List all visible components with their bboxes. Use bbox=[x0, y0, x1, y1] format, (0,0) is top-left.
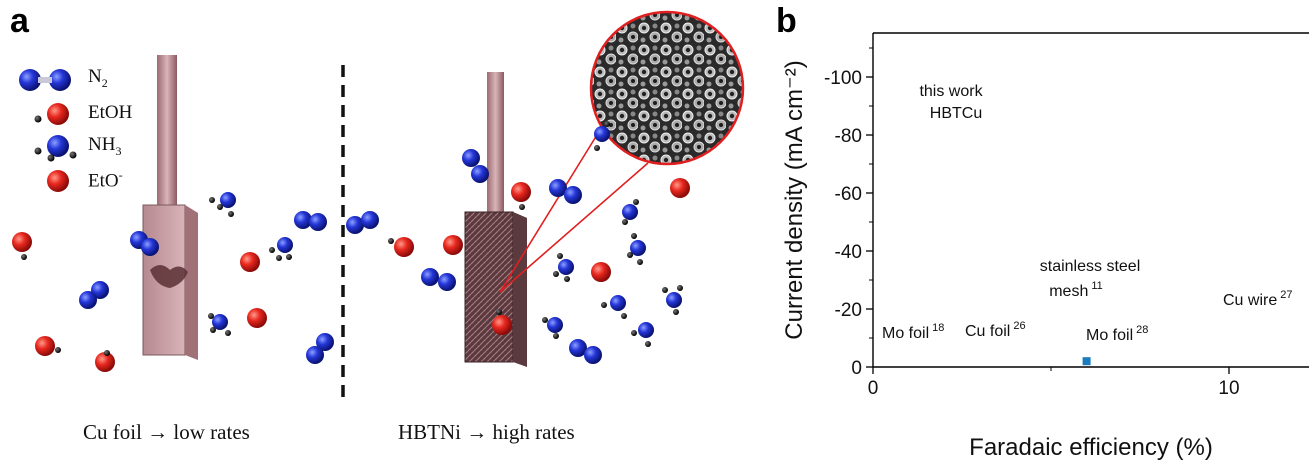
panel-b-letter: b bbox=[776, 2, 797, 40]
annotation-mo-foil-28: Mo foil 28 bbox=[1086, 324, 1148, 344]
legend-etoh-label: EtOH bbox=[88, 102, 133, 123]
legend-n2-label: N2 bbox=[88, 66, 108, 90]
panel-a-letter: a bbox=[10, 2, 29, 40]
y-tick-label: -40 bbox=[835, 242, 862, 263]
annotation-cu-foil-26: Cu foil 26 bbox=[965, 320, 1026, 340]
panel-b-chart: 010203040506070 0-20-40-60-80-100 Farada… bbox=[781, 32, 1309, 461]
annotation-hbtcu: HBTCu bbox=[930, 105, 982, 122]
cu-foil-electrode bbox=[142, 55, 198, 360]
y-tick-label: 0 bbox=[851, 358, 862, 379]
y-tick-label: -80 bbox=[835, 126, 862, 147]
x-axis-label: Faradaic efficiency (%) bbox=[969, 434, 1213, 461]
y-tick-label: -100 bbox=[824, 68, 862, 89]
legend-eto-icon bbox=[47, 170, 69, 192]
hbtni-electrode bbox=[464, 72, 527, 367]
sem-zoom-inset bbox=[499, 10, 745, 293]
x-tick-label: 10 bbox=[1218, 378, 1239, 399]
y-ticks: 0 -20 -40 -60 -80 -100 bbox=[824, 47, 873, 379]
panel-a-schematic bbox=[12, 10, 745, 405]
legend-eto-label: EtO- bbox=[88, 168, 123, 192]
x-ticks: 010203040506070 bbox=[868, 367, 1240, 399]
legend-n2-icon bbox=[19, 69, 71, 91]
y-tick-label: -60 bbox=[835, 184, 862, 205]
chart-axes bbox=[872, 32, 1309, 368]
annotation-mesh: mesh 11 bbox=[1049, 280, 1103, 300]
y-tick-label: -20 bbox=[835, 300, 862, 321]
legend-nh3-label: NH3 bbox=[88, 134, 122, 158]
caption-hbtni: HBTNi → high rates bbox=[398, 420, 575, 444]
molecules bbox=[12, 121, 690, 372]
annotation-this-work: this work bbox=[919, 83, 983, 100]
annotation-mo-foil-18: Mo foil 18 bbox=[882, 322, 944, 342]
point-square bbox=[1082, 357, 1091, 366]
y-axis-label: Current density (mA cm⁻²) bbox=[781, 60, 808, 339]
annotation-cu-wire: Cu wire 27 bbox=[1223, 289, 1292, 309]
legend-etoh-icon bbox=[34, 103, 69, 125]
x-tick-label: 0 bbox=[868, 378, 879, 399]
annotation-stainless-steel: stainless steel bbox=[1040, 258, 1141, 275]
legend-nh3-icon bbox=[34, 135, 77, 162]
data-points bbox=[1082, 357, 1091, 366]
caption-cu-foil: Cu foil → low rates bbox=[83, 420, 250, 444]
